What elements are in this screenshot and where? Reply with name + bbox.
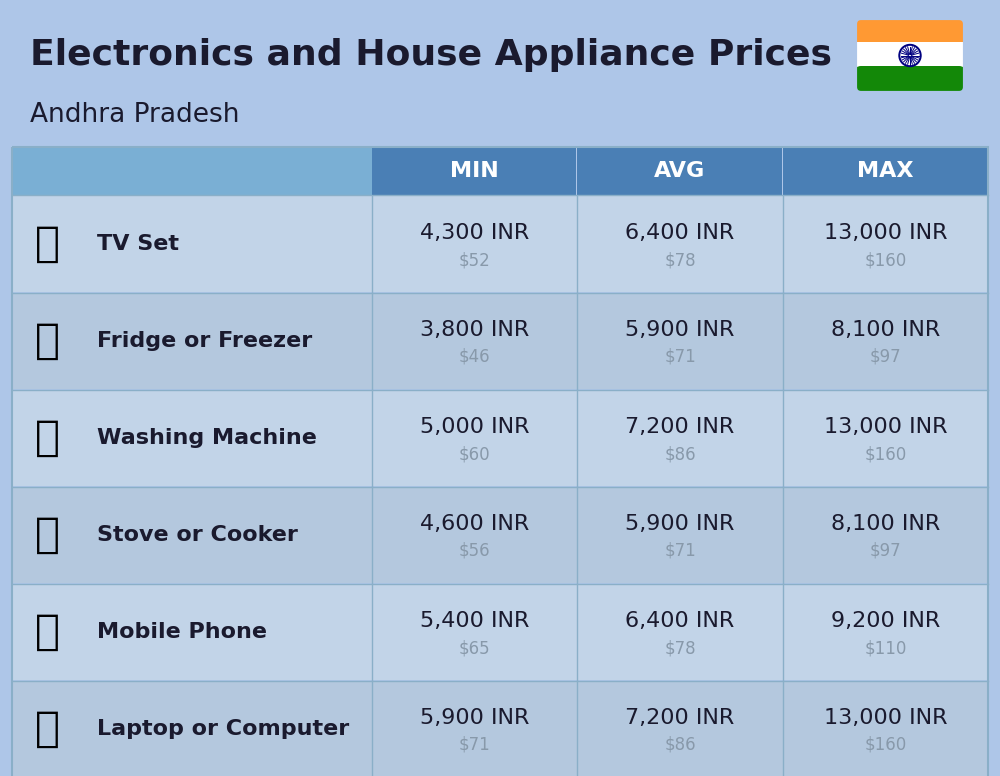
- Text: 8,100 INR: 8,100 INR: [831, 320, 940, 340]
- Text: 5,900 INR: 5,900 INR: [625, 320, 735, 340]
- Text: 13,000 INR: 13,000 INR: [824, 708, 947, 728]
- Text: AVG: AVG: [654, 161, 706, 181]
- Text: 🧹: 🧹: [34, 417, 60, 459]
- Text: 📱: 📱: [34, 611, 60, 653]
- Text: 6,400 INR: 6,400 INR: [625, 223, 735, 243]
- Text: $86: $86: [664, 445, 696, 463]
- Text: Stove or Cooker: Stove or Cooker: [97, 525, 298, 545]
- Text: 🔥: 🔥: [34, 514, 60, 556]
- Text: $86: $86: [664, 736, 696, 754]
- Text: Mobile Phone: Mobile Phone: [97, 622, 267, 642]
- Text: Fridge or Freezer: Fridge or Freezer: [97, 331, 312, 351]
- Bar: [12, 584, 988, 680]
- Text: 7,200 INR: 7,200 INR: [625, 708, 735, 728]
- Text: $65: $65: [459, 639, 490, 657]
- Text: $97: $97: [870, 542, 901, 560]
- Text: Electronics and House Appliance Prices: Electronics and House Appliance Prices: [30, 38, 832, 72]
- Bar: [855, 42, 965, 69]
- Text: Laptop or Computer: Laptop or Computer: [97, 719, 349, 739]
- Text: $78: $78: [664, 251, 696, 269]
- FancyBboxPatch shape: [855, 18, 965, 45]
- Bar: [372, 147, 576, 195]
- Text: 7,200 INR: 7,200 INR: [625, 417, 735, 437]
- Text: $78: $78: [664, 639, 696, 657]
- Text: $110: $110: [864, 639, 907, 657]
- Bar: [12, 681, 988, 776]
- Circle shape: [899, 44, 921, 67]
- Text: 4,600 INR: 4,600 INR: [420, 514, 529, 534]
- Text: 13,000 INR: 13,000 INR: [824, 417, 947, 437]
- Text: $160: $160: [864, 445, 906, 463]
- Text: $97: $97: [870, 348, 901, 366]
- Text: 3,800 INR: 3,800 INR: [420, 320, 529, 340]
- Text: MAX: MAX: [857, 161, 914, 181]
- Text: 5,000 INR: 5,000 INR: [420, 417, 529, 437]
- Bar: [12, 390, 988, 486]
- Text: $56: $56: [459, 542, 490, 560]
- Bar: [12, 147, 372, 195]
- Text: Washing Machine: Washing Machine: [97, 428, 317, 448]
- Text: 13,000 INR: 13,000 INR: [824, 223, 947, 243]
- FancyBboxPatch shape: [855, 66, 965, 93]
- Bar: [12, 196, 988, 292]
- Text: $71: $71: [459, 736, 491, 754]
- Bar: [12, 487, 988, 583]
- Text: $160: $160: [864, 736, 906, 754]
- Text: 5,900 INR: 5,900 INR: [625, 514, 735, 534]
- Text: $71: $71: [664, 542, 696, 560]
- Text: $160: $160: [864, 251, 906, 269]
- Text: $46: $46: [459, 348, 490, 366]
- Bar: [12, 293, 988, 389]
- Text: 5,900 INR: 5,900 INR: [420, 708, 529, 728]
- Text: $71: $71: [664, 348, 696, 366]
- Text: $52: $52: [459, 251, 491, 269]
- Text: MIN: MIN: [450, 161, 499, 181]
- Text: 💻: 💻: [34, 708, 60, 750]
- Text: TV Set: TV Set: [97, 234, 179, 254]
- Text: $60: $60: [459, 445, 490, 463]
- Text: 8,100 INR: 8,100 INR: [831, 514, 940, 534]
- Text: Andhra Pradesh: Andhra Pradesh: [30, 102, 240, 128]
- Bar: [12, 147, 988, 776]
- Circle shape: [901, 47, 919, 64]
- Text: 🧐: 🧐: [34, 320, 60, 362]
- Text: 4,300 INR: 4,300 INR: [420, 223, 529, 243]
- Text: 9,200 INR: 9,200 INR: [831, 611, 940, 631]
- Text: 📺: 📺: [34, 223, 60, 265]
- Bar: [577, 147, 782, 195]
- Text: 6,400 INR: 6,400 INR: [625, 611, 735, 631]
- Bar: [783, 147, 987, 195]
- Text: 5,400 INR: 5,400 INR: [420, 611, 529, 631]
